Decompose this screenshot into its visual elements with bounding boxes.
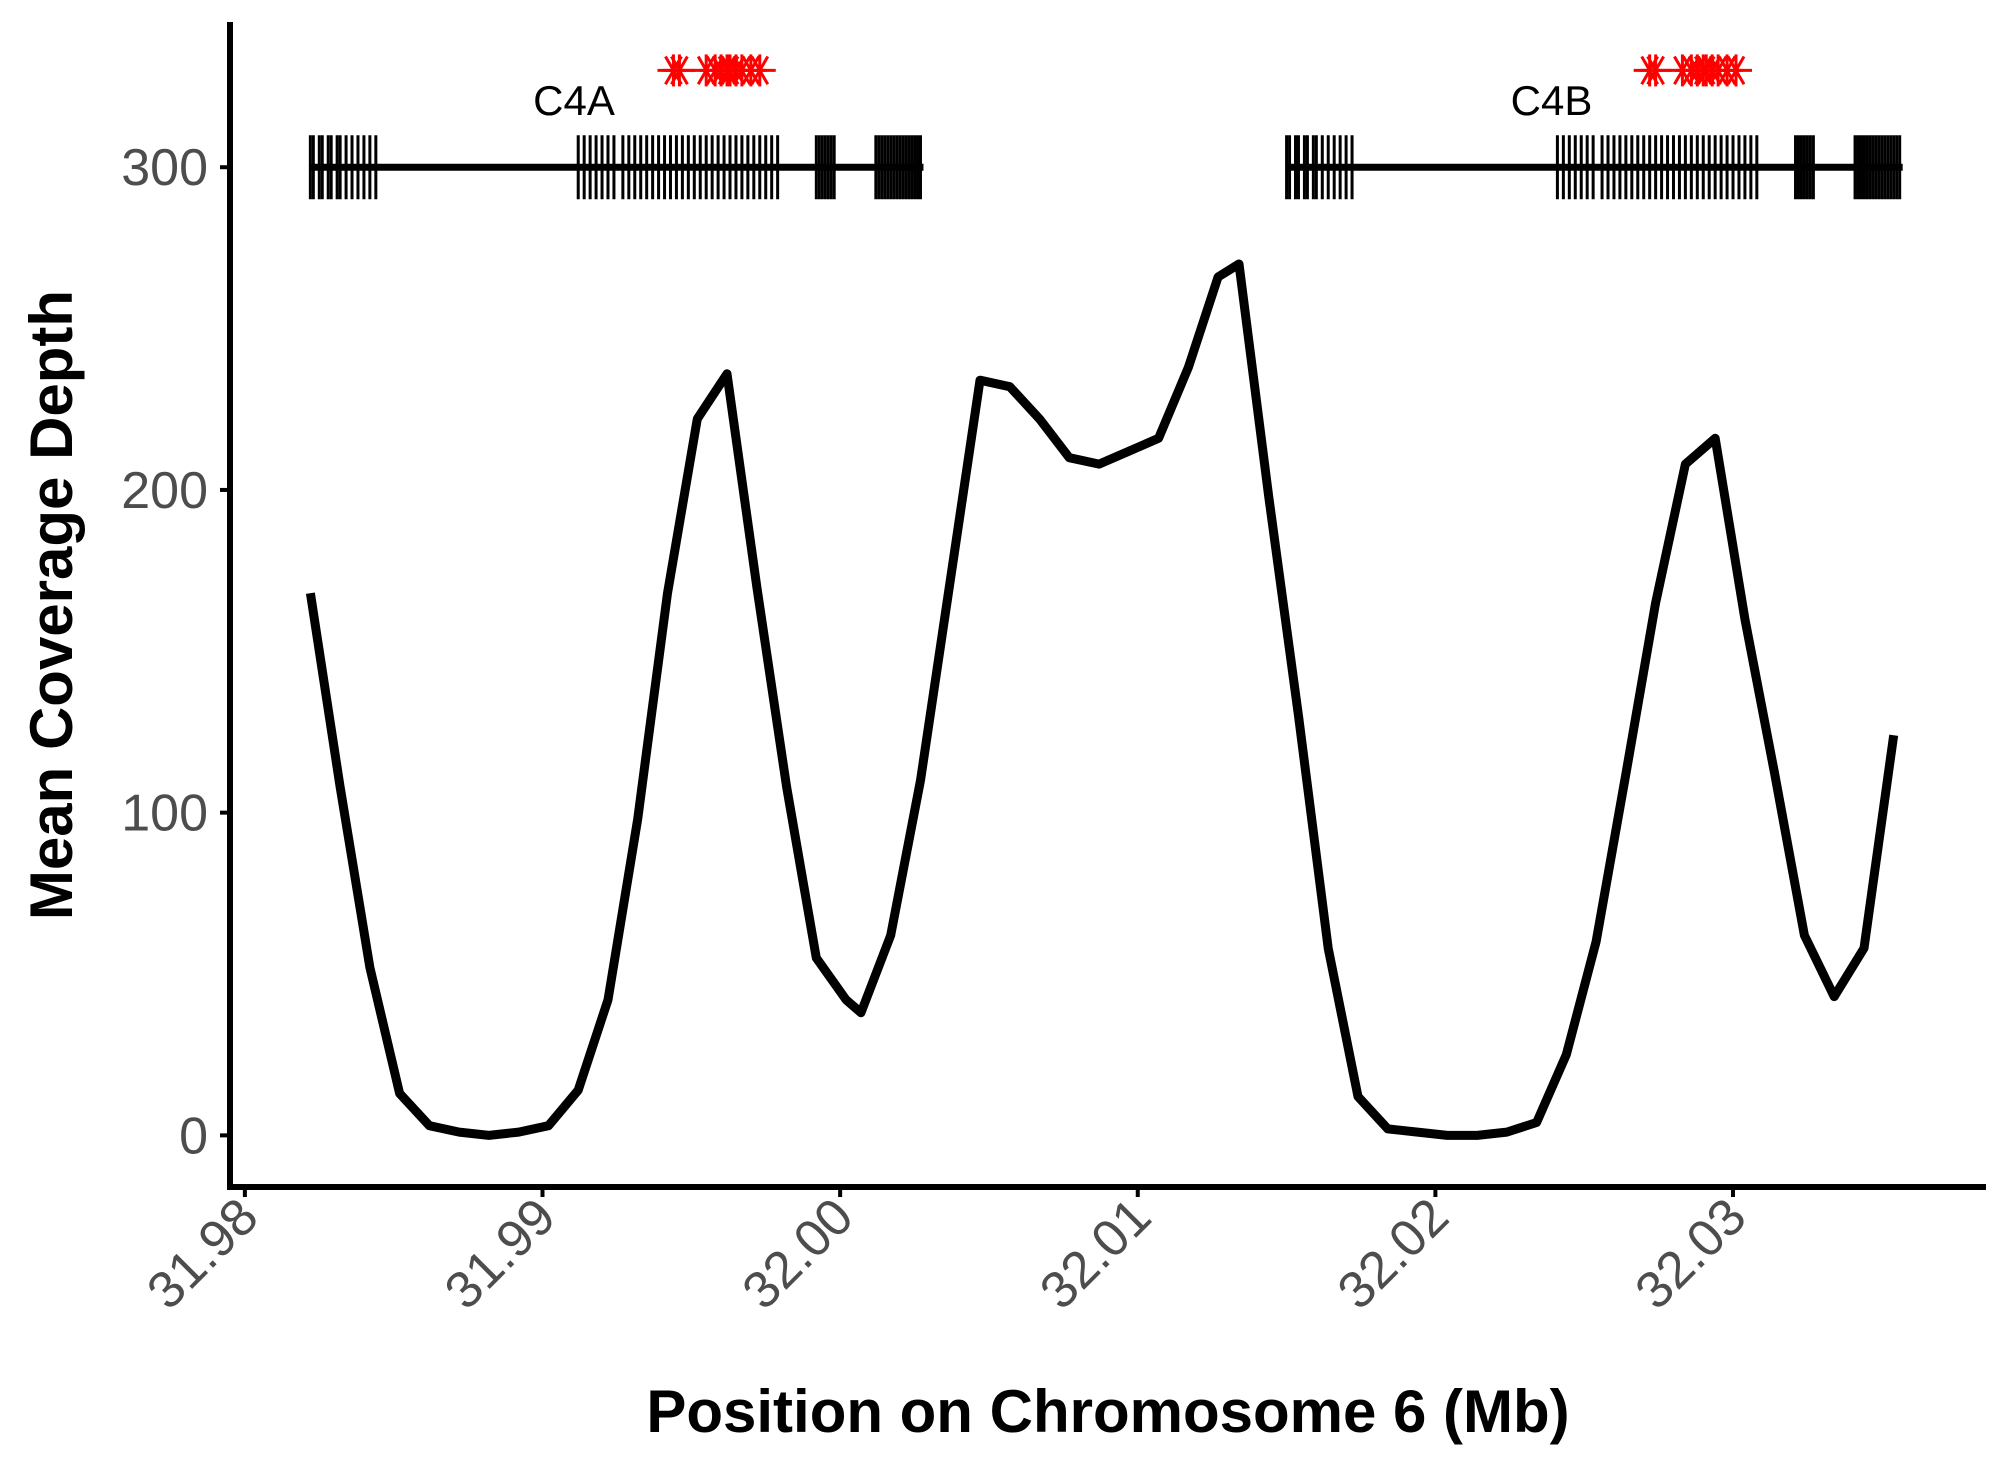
asterisk-marker [743,54,776,87]
x-tick-label: 31.98 [136,1187,269,1320]
y-tick-label: 200 [121,462,208,520]
y-tick-label: 300 [121,139,208,197]
asterisk-marker [1719,54,1752,87]
y-tick-label: 100 [121,785,208,843]
gene-model-c4a: C4A [308,77,924,200]
gene-label: C4A [533,77,615,124]
x-axis-title: Position on Chromosome 6 (Mb) [646,1378,1569,1445]
axes [227,22,1986,1190]
coverage-line [305,259,1899,1140]
y-axis-title: Mean Coverage Depth [18,290,85,920]
x-tick-label: 32.02 [1327,1187,1460,1320]
y-ticks: 0 100 200 300 [121,139,230,1165]
plot-area: C4A C4B [305,54,1903,1140]
x-tick-label: 32.03 [1624,1187,1757,1320]
x-tick-label: 32.01 [1029,1187,1162,1320]
gene-model-c4b: C4B [1285,77,1903,200]
variant-markers [657,54,1752,87]
y-tick-label: 0 [179,1107,208,1165]
x-tick-label: 31.99 [434,1187,567,1320]
asterisk-marker [1639,54,1672,87]
x-tick-label: 32.00 [732,1187,865,1320]
gene-label: C4B [1511,77,1593,124]
asterisk-marker [663,54,696,87]
x-ticks: 31.98 31.99 32.00 32.01 32.02 32.03 [136,1187,1757,1321]
